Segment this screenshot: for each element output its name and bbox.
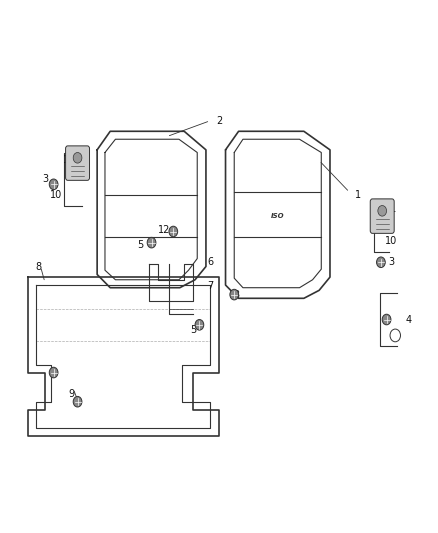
Text: 5: 5 [190, 325, 196, 335]
Text: 11: 11 [63, 156, 75, 165]
Circle shape [382, 314, 391, 325]
Text: 3: 3 [388, 257, 394, 267]
Text: 2: 2 [216, 116, 222, 126]
Circle shape [49, 179, 58, 190]
Circle shape [49, 367, 58, 378]
Circle shape [73, 152, 82, 163]
Circle shape [147, 237, 156, 248]
Text: 7: 7 [207, 281, 213, 291]
Circle shape [73, 397, 82, 407]
Circle shape [390, 329, 400, 342]
Text: 9: 9 [68, 389, 74, 399]
Circle shape [169, 226, 178, 237]
Circle shape [195, 319, 204, 330]
Text: 6: 6 [207, 257, 213, 267]
Text: 3: 3 [233, 289, 240, 300]
Text: 12: 12 [159, 225, 171, 236]
FancyBboxPatch shape [370, 199, 394, 233]
Text: 10: 10 [385, 236, 397, 246]
Text: 10: 10 [49, 190, 62, 200]
FancyBboxPatch shape [66, 146, 89, 180]
Circle shape [230, 289, 239, 300]
Text: 3: 3 [42, 174, 48, 184]
Circle shape [377, 257, 385, 268]
Text: 11: 11 [385, 204, 397, 214]
Text: 4: 4 [405, 314, 411, 325]
Circle shape [378, 206, 387, 216]
Text: 8: 8 [35, 262, 42, 271]
Text: ISO: ISO [271, 213, 285, 219]
Text: 1: 1 [355, 190, 361, 200]
Text: 5: 5 [138, 240, 144, 251]
